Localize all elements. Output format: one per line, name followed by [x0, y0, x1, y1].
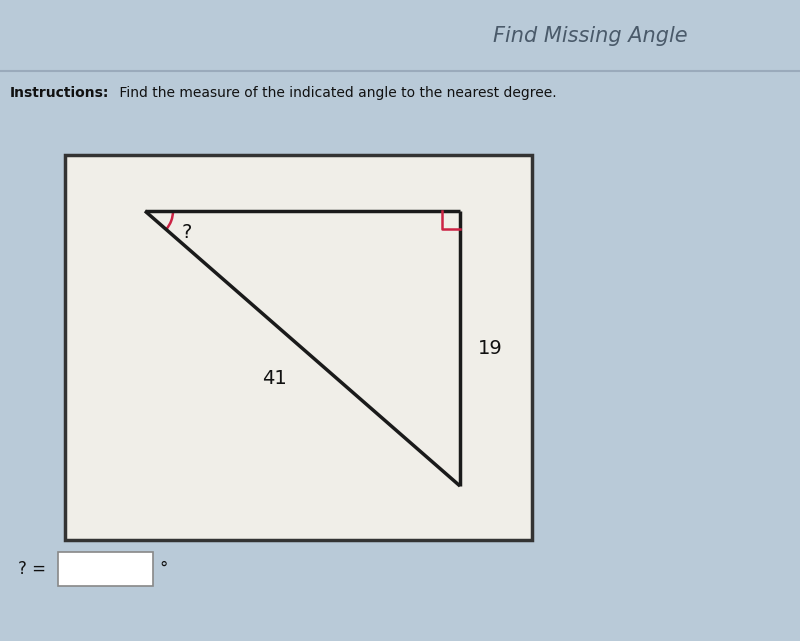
Bar: [58, 552, 153, 586]
Text: ? =: ? =: [18, 560, 46, 578]
Text: Find Missing Angle: Find Missing Angle: [493, 26, 687, 46]
Text: ?: ?: [182, 224, 192, 242]
Text: °: °: [159, 560, 167, 578]
Text: Instructions:: Instructions:: [10, 86, 110, 100]
Bar: [65, 155, 532, 540]
Text: 41: 41: [262, 369, 287, 388]
Text: 19: 19: [478, 339, 502, 358]
Text: Find the measure of the indicated angle to the nearest degree.: Find the measure of the indicated angle …: [115, 86, 557, 100]
